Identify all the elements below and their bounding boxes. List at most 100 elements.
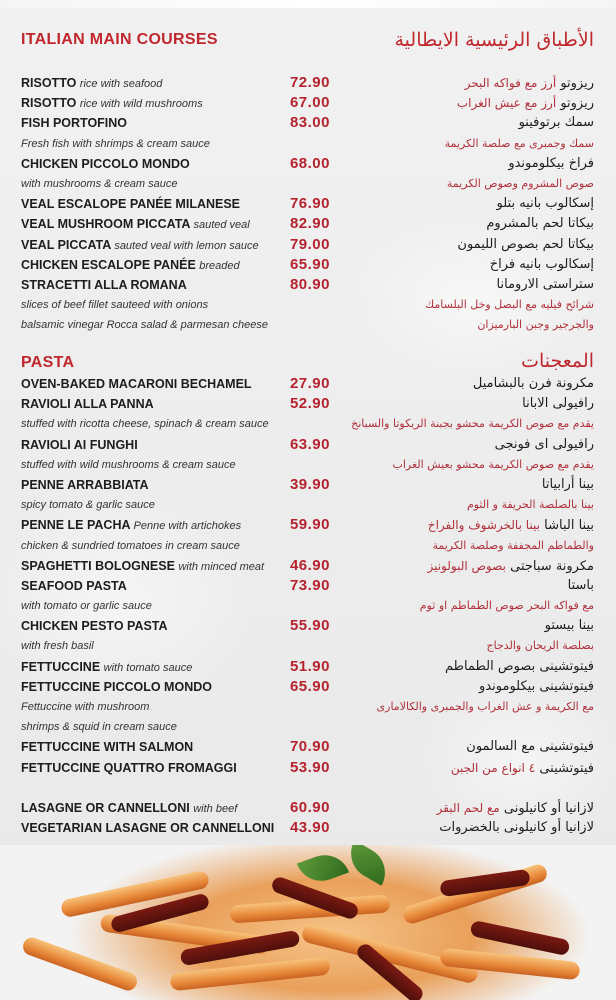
- item-price: 82.90: [289, 215, 330, 233]
- item-name-ar: رافيولى اى فونجى: [495, 435, 594, 455]
- item-title: VEAL PICCATA: [21, 237, 111, 252]
- item-price: 55.90: [289, 617, 330, 635]
- item-name: RAVIOLI ALLA PANNA: [21, 394, 154, 414]
- item-name-ar: بينا الباشا بينا بالخرشوف والفراخ: [428, 515, 594, 536]
- item-name-ar: فيتوتشينى بصوص الطماطم: [445, 657, 594, 677]
- item-description-ar: سمك وجمبرى مع صلصة الكريمة: [444, 136, 594, 150]
- item-name-ar: إسكالوب بانيه بتلو: [497, 194, 594, 214]
- item-name: PENNE LE PACHA Penne with artichokes: [21, 515, 241, 536]
- item-description-ar: يقدم مع صوص الكريمة محشو بجبنة الريكوتا …: [351, 417, 594, 431]
- item-title-ar: بينا بيستو: [544, 618, 594, 634]
- item-name-ar: فيتوتشينى مع السالمون: [466, 737, 594, 757]
- item-note: rice with wild mushrooms: [79, 98, 203, 111]
- item-description: with tomato or garlic sauce: [21, 600, 152, 613]
- item-note-ar: أرز مع عيش الغراب: [456, 96, 557, 111]
- item-title: VEAL ESCALOPE PANÉE MILANESE: [21, 197, 241, 212]
- item-title: OVEN-BAKED MACARONI BECHAMEL: [21, 377, 252, 391]
- item-title: VEGETARIAN LASAGNE OR CANNELLONI: [21, 821, 275, 836]
- item-title-ar: مكرونة فرن بالبشاميل: [472, 376, 594, 391]
- section-title-pasta: PASTA: [21, 354, 75, 371]
- item-name: CHICKEN ESCALOPE PANÉE breaded: [21, 255, 240, 276]
- item-name-ar: مكرونة سباجتى بصوص البولونيز: [427, 556, 594, 577]
- item-name: RAVIOLI AI FUNGHI: [21, 435, 138, 455]
- menu-item: VEGETARIAN LASAGNE OR CANNELLONI 43.90 لاز…: [0, 818, 616, 838]
- menu-item: FETTUCCINE PICCOLO MONDO 65.90 فيتوتشينى ب…: [0, 677, 616, 697]
- item-title: CHICKEN ESCALOPE PANÉE: [21, 257, 196, 272]
- item-title-ar: مكرونة سباجتى: [510, 558, 594, 574]
- menu-item: PENNE LE PACHA Penne with artichokes 59.9…: [0, 515, 616, 535]
- item-note: breaded: [199, 259, 240, 272]
- item-name: VEAL MUSHROOM PICCATA sauted veal: [21, 214, 250, 235]
- item-name: OVEN-BAKED MACARONI BECHAMEL: [21, 374, 252, 394]
- item-title-ar: بينا أرابياتا: [541, 476, 594, 492]
- menu-item-description: Fettuccine with mushroom مع الكريمة و عش …: [0, 697, 616, 717]
- item-name: RISOTTO rice with seafood: [21, 73, 162, 94]
- menu-item: RAVIOLI AI FUNGHI 63.90 رافيولى اى فونجى: [0, 435, 616, 455]
- menu-item-description: balsamic vinegar Rocca salad & parmesan …: [0, 315, 616, 335]
- item-title: RISOTTO: [21, 96, 77, 111]
- item-note: rice with seafood: [79, 78, 163, 90]
- item-title-ar: فيتوتشينى مع السالمون: [466, 739, 594, 755]
- item-note: sauted veal: [193, 219, 250, 232]
- item-price: 53.90: [289, 758, 330, 776]
- item-price: 59.90: [289, 516, 330, 534]
- item-title: CHICKEN PESTO PASTA: [21, 619, 168, 634]
- item-title-ar: بينا الباشا: [544, 518, 594, 534]
- item-description: spicy tomato & garlic sauce: [21, 499, 155, 512]
- item-name-ar: ستراستى الارومانا: [497, 275, 594, 295]
- item-note: with tomato sauce: [103, 661, 193, 674]
- item-name-ar: بينا بيستو: [545, 616, 594, 636]
- item-title-ar: باستا: [567, 577, 594, 593]
- item-price: 73.90: [289, 576, 330, 594]
- menu-item: FETTUCCINE QUATTRO FROMAGGI 53.90 فيتوتشين…: [0, 758, 616, 778]
- item-description: Fettuccine with mushroom: [21, 701, 150, 713]
- item-description: Fresh fish with shrimps & cream sauce: [21, 137, 210, 150]
- section-title-main-courses-ar: الأطباق الرئيسية الايطالية: [394, 29, 594, 51]
- menu-item: RAVIOLI ALLA PANNA 52.90 رافيولى الابانا: [0, 394, 616, 414]
- item-title: FETTUCCINE QUATTRO FROMAGGI: [21, 760, 237, 775]
- item-description: with fresh basil: [21, 640, 94, 653]
- menu-item: SEAFOOD PASTA 73.90 باستا: [0, 576, 616, 596]
- item-note: with beef: [193, 802, 238, 815]
- item-price: 52.90: [289, 395, 330, 413]
- item-title-ar: بيكاتا لحم بالمشروم: [486, 216, 594, 232]
- section-title-main-courses: ITALIAN MAIN COURSES: [21, 31, 218, 48]
- item-title-ar: فراخ بيكلوموندو: [508, 155, 594, 171]
- item-title: STRACETTI ALLA ROMANA: [21, 277, 187, 292]
- item-title-ar: ريزوتو: [560, 76, 594, 91]
- item-note: with minced meat: [178, 560, 265, 573]
- menu-item: STRACETTI ALLA ROMANA 80.90 ستراستى الاروم…: [0, 275, 616, 295]
- item-price: 67.00: [289, 94, 330, 112]
- item-description-ar: بصلصة الريحان والدجاج: [486, 639, 595, 653]
- item-description: balsamic vinegar Rocca salad & parmesan …: [21, 319, 269, 332]
- item-title-ar: لازانيا أو كانيلونى: [503, 800, 594, 816]
- item-title: VEAL MUSHROOM PICCATA: [21, 217, 190, 232]
- item-name: FETTUCCINE QUATTRO FROMAGGI: [21, 758, 237, 778]
- item-note-ar: بينا بالخرشوف والفراخ: [427, 518, 540, 533]
- item-description-ar: مع الكريمة و عش الغراب والجمبرى والكالام…: [376, 700, 594, 713]
- spacer: [0, 778, 616, 798]
- item-name-ar: باستا: [568, 576, 594, 596]
- item-name-ar: لازانيا أو كانيلونى بالخضروات: [439, 818, 594, 838]
- item-name-ar: فراخ بيكلوموندو: [508, 154, 594, 174]
- item-title: SEAFOOD PASTA: [21, 578, 127, 593]
- item-description: slices of beef fillet sauteed with onion…: [21, 299, 209, 312]
- menu-item-description: slices of beef fillet sauteed with onion…: [0, 295, 616, 315]
- pasta-list: OVEN-BAKED MACARONI BECHAMEL 27.90 مكرونة …: [0, 374, 616, 838]
- item-name-ar: ريزوتو أرز مع عيش الغراب: [457, 93, 594, 114]
- item-name: SEAFOOD PASTA: [21, 576, 127, 596]
- item-title: LASAGNE OR CANNELLONI: [21, 800, 190, 815]
- item-name-ar: إسكالوب بانيه فراخ: [490, 255, 594, 275]
- item-name-ar: سمك برتوفينو: [519, 113, 594, 133]
- menu-item: FISH PORTOFINO 83.00 سمك برتوفينو: [0, 113, 616, 133]
- item-price: 65.90: [289, 677, 330, 695]
- item-description: chicken & sundried tomatoes in cream sau…: [21, 539, 240, 552]
- item-price: 63.90: [289, 435, 330, 453]
- menu-item-description: with fresh basil بصلصة الريحان والدجاج: [0, 636, 616, 656]
- item-title-ar: بيكاتا لحم بصوص الليمون: [457, 236, 594, 252]
- menu-item: OVEN-BAKED MACARONI BECHAMEL 27.90 مكرونة …: [0, 374, 616, 394]
- item-description: with mushrooms & cream sauce: [21, 177, 178, 190]
- menu-item: VEAL PICCATA sauted veal with lemon sauc…: [0, 235, 616, 255]
- item-name-ar: بيكاتا لحم بصوص الليمون: [457, 235, 594, 255]
